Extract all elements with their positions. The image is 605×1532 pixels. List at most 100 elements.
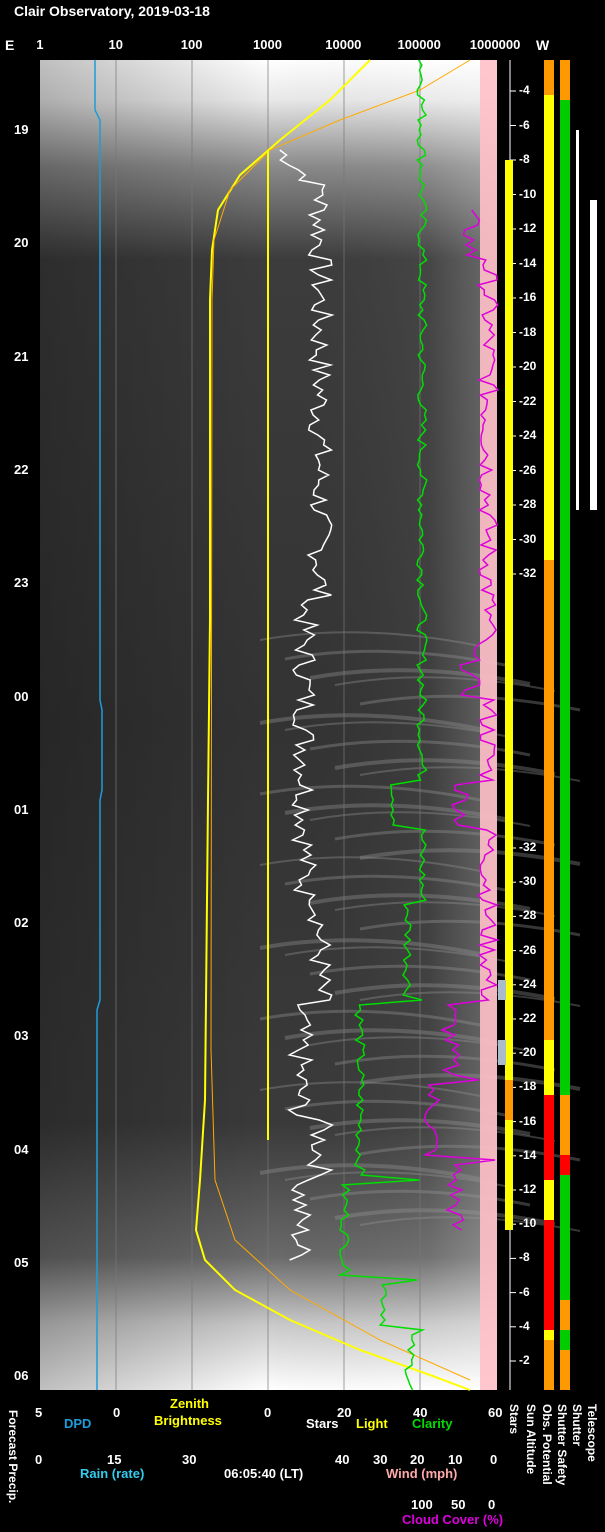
sun-altitude-tick-lower--6: -6 xyxy=(519,1284,530,1299)
zenith-brightness-line xyxy=(194,59,471,1391)
wind-label: Wind (mph) xyxy=(386,1466,458,1481)
sun-altitude-tick-lower--8: -8 xyxy=(519,1250,530,1265)
wind-marker xyxy=(498,980,506,1000)
sun-altitude-tick-lower--32: -32 xyxy=(519,840,537,854)
cloud-streak xyxy=(284,649,506,667)
cloud-streak xyxy=(284,874,506,892)
clarity-label: Clarity xyxy=(412,1416,453,1431)
sun-altitude-tick-lower--30: -30 xyxy=(519,874,537,889)
west-label: W xyxy=(536,37,550,53)
telescope-bar xyxy=(590,200,597,510)
forecast-precip-label: Forecast Precip. xyxy=(6,1410,20,1504)
cloud-streak xyxy=(309,1118,531,1136)
hour-tick-19: 19 xyxy=(14,122,29,137)
cloud-streak xyxy=(259,856,481,872)
top-tick-10: 10 xyxy=(108,37,123,52)
hour-tick-02: 02 xyxy=(14,915,29,931)
hour-tick-23: 23 xyxy=(14,575,29,591)
cloud-cover-line xyxy=(424,209,501,1231)
local-time: 06:05:40 (LT) xyxy=(224,1466,304,1481)
top-tick-100: 100 xyxy=(180,37,203,52)
sun-altitude-tick-upper--12: -12 xyxy=(519,221,537,235)
obs-potential-segment xyxy=(544,1095,554,1180)
cloud-streak xyxy=(334,983,556,1001)
telescope-label: Telescope xyxy=(585,1404,599,1462)
dpd-label: DPD xyxy=(64,1416,92,1431)
hour-tick-05: 05 xyxy=(14,1255,29,1270)
cloud-streak xyxy=(334,901,556,917)
shutter-safety-segment xyxy=(560,1300,570,1330)
sun-altitude-tick-upper--30: -30 xyxy=(519,531,537,546)
obs-potential-label: Obs. Potential xyxy=(540,1404,554,1485)
hour-tick-22: 22 xyxy=(14,461,29,477)
dpd-tick-5: 5 xyxy=(35,1405,43,1420)
obs-potential-segment xyxy=(544,560,554,1040)
sun-altitude-tick-upper--8: -8 xyxy=(519,152,530,166)
stars-line xyxy=(279,149,335,1261)
cloud-streak xyxy=(334,676,556,692)
wind-tick-30: 30 xyxy=(373,1452,388,1467)
cloud-streak xyxy=(259,1081,481,1097)
top-tick-1: 1 xyxy=(36,37,44,52)
sun-altitude-tick-lower--28: -28 xyxy=(519,908,537,923)
rain-tick-15: 15 xyxy=(107,1452,122,1467)
sun-altitude-tick-upper--28: -28 xyxy=(519,497,537,511)
obs-potential-segment xyxy=(544,60,554,95)
cloud-streak xyxy=(309,668,531,686)
obs-potential-segment xyxy=(544,1220,554,1330)
wind-tick-0: 0 xyxy=(490,1452,498,1467)
shutter-safety-segment xyxy=(560,1095,570,1155)
dpd-tick-0: 0 xyxy=(113,1405,121,1420)
east-label: E xyxy=(5,37,15,53)
shutter-safety-segment xyxy=(560,1155,570,1175)
cloud-label: Cloud Cover (%) xyxy=(402,1512,504,1527)
cloud-streak xyxy=(259,784,481,802)
sun-altitude-tick-lower--12: -12 xyxy=(519,1182,537,1196)
sun-altitude-label: Sun Altitude xyxy=(524,1404,538,1475)
sun-altitude-tick-upper--24: -24 xyxy=(519,428,537,442)
stars-tick-40: 40 xyxy=(413,1405,428,1420)
data-series xyxy=(94,59,501,1391)
stars-label: Stars xyxy=(306,1416,339,1431)
sun-altitude-tick-upper--32: -32 xyxy=(519,566,537,580)
cloud-streak xyxy=(309,964,531,982)
dpd-line xyxy=(94,60,103,1390)
cloud-tick-50: 50 xyxy=(451,1497,466,1512)
cloud-streak xyxy=(334,758,556,776)
sun-altitude-tick-upper--6: -6 xyxy=(519,117,530,132)
wind-band xyxy=(480,60,497,1390)
cloud-streak xyxy=(284,1099,506,1117)
sun-altitude-tick-lower--2: -2 xyxy=(519,1353,530,1367)
zenith-label-2: Brightness xyxy=(154,1413,222,1428)
cloud-streak xyxy=(334,1054,556,1072)
zenith-brightness-model-line xyxy=(210,59,471,1381)
chart-title: Clair Observatory, 2019-03-18 xyxy=(14,3,210,19)
shutter-safety-bar xyxy=(560,60,570,1390)
hour-tick-00: 00 xyxy=(14,688,29,704)
hour-tick-21: 21 xyxy=(14,348,29,364)
wind-tick-20: 20 xyxy=(410,1452,425,1467)
sun-altitude-tick-lower--26: -26 xyxy=(519,942,537,957)
wind-marker xyxy=(498,1040,506,1065)
rain-tick-0: 0 xyxy=(35,1452,43,1467)
stars-status-segment xyxy=(505,1080,513,1120)
cloud-streak xyxy=(309,1189,531,1207)
sun-altitude-tick-upper--26: -26 xyxy=(519,462,537,477)
rain-tick-30: 30 xyxy=(182,1452,197,1467)
status-bars xyxy=(498,60,597,1390)
sun-altitude-tick-lower--4: -4 xyxy=(519,1318,530,1333)
stars-tick-0: 0 xyxy=(264,1405,272,1420)
sun-altitude-tick-lower--16: -16 xyxy=(519,1113,537,1128)
shutter-safety-segment xyxy=(560,1350,570,1390)
top-tick-1000: 1000 xyxy=(253,37,282,52)
cloud-streak xyxy=(334,829,556,847)
hour-tick-04: 04 xyxy=(14,1141,29,1157)
top-tick-100000: 100000 xyxy=(397,37,441,52)
cloud-streak xyxy=(284,721,506,737)
cloud-streak xyxy=(259,631,481,647)
wind-tick-40: 40 xyxy=(335,1452,350,1467)
cloud-streak xyxy=(259,938,481,956)
hour-tick-03: 03 xyxy=(14,1028,29,1044)
sun-altitude-tick-lower--14: -14 xyxy=(519,1147,537,1162)
